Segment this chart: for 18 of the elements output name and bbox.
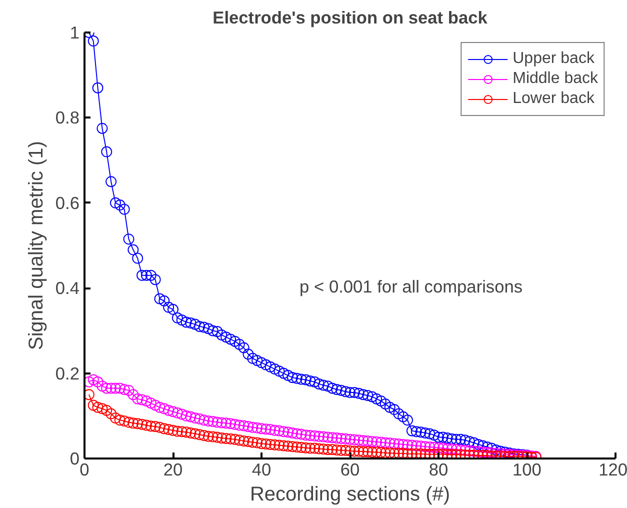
x-tick-label: 120 — [598, 460, 627, 480]
chart-title: Electrode's position on seat back — [212, 8, 488, 28]
y-tick-label: 0.8 — [55, 108, 80, 128]
x-axis-title: Recording sections (#) — [250, 484, 450, 506]
y-tick-label: 0.4 — [55, 278, 80, 298]
legend-label: Middle back — [512, 70, 598, 88]
y-tick-label: 0.6 — [55, 192, 80, 213]
legend-label: Upper back — [512, 50, 594, 68]
x-tick-label: 40 — [252, 460, 272, 480]
annotation: p < 0.001 for all comparisons — [300, 276, 523, 297]
x-tick-label: 100 — [512, 460, 542, 480]
x-tick-label: 60 — [340, 460, 360, 480]
y-tick-label: 1 — [70, 22, 80, 42]
x-tick-label: 20 — [163, 460, 183, 480]
y-axis-title: Signal quality metric (1) — [25, 141, 48, 350]
x-tick-label: 80 — [428, 460, 448, 480]
legend-label: Lower back — [512, 90, 594, 108]
y-tick-label: 0.2 — [55, 363, 80, 384]
